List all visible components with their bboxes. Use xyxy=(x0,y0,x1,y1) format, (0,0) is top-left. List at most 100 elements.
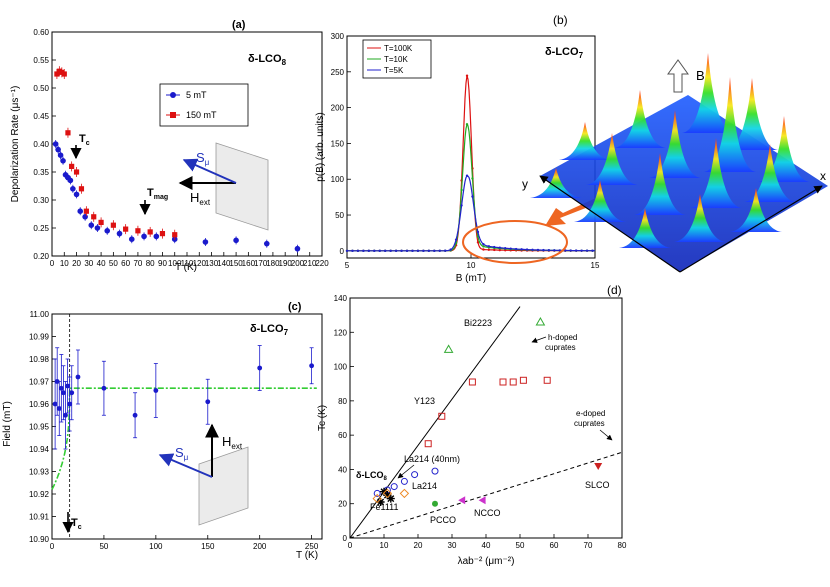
panel-b-label: (b) xyxy=(553,13,568,27)
marker-t-5k xyxy=(591,249,594,252)
marker-t-10k xyxy=(482,245,485,248)
x-tick-label: 10 xyxy=(380,541,389,550)
point-ncco xyxy=(478,496,486,505)
marker-t-5k xyxy=(531,248,534,251)
point-5mt xyxy=(73,191,80,198)
y-tick-label: 0.45 xyxy=(33,112,49,121)
panel-b-ylabel: p(B) (arb. units) xyxy=(315,112,326,181)
panel-d-marks xyxy=(349,306,623,539)
point-5mt xyxy=(141,233,147,240)
marker-t-5k xyxy=(383,249,387,253)
surface-peak xyxy=(726,78,778,150)
legend-marker-5mt xyxy=(170,92,176,98)
y-tick-label: 10.91 xyxy=(29,513,50,522)
data-point xyxy=(56,406,62,411)
point-150mt xyxy=(83,208,89,214)
point-la214 xyxy=(390,483,398,491)
surface-peak xyxy=(530,168,582,198)
marker-t-5k xyxy=(378,249,381,253)
point-150mt xyxy=(135,228,141,234)
data-point xyxy=(61,390,66,396)
point--lco8 xyxy=(380,487,388,496)
point-5mt xyxy=(233,237,239,244)
x-tick-label: 170 xyxy=(254,259,268,268)
x-tick-label: 30 xyxy=(84,259,93,268)
surface-peak xyxy=(586,133,638,185)
x-tick-label: 70 xyxy=(584,541,593,550)
point-la214-40nm- xyxy=(431,467,439,475)
vortex-lattice-surface: y x B xyxy=(522,53,828,273)
data-point xyxy=(67,401,73,407)
data-point xyxy=(65,383,70,389)
marker-t-5k xyxy=(389,249,392,253)
marker-t-100k xyxy=(493,248,496,252)
x-tick-label: 80 xyxy=(146,259,155,268)
y-tick-label: 10.97 xyxy=(29,378,50,387)
y-tick-label: 200 xyxy=(331,104,345,113)
marker-t-5k xyxy=(553,249,556,252)
point-y123 xyxy=(543,376,551,384)
marker-t-5k xyxy=(449,248,452,251)
data-point xyxy=(309,363,315,369)
y-tick-label: 10.94 xyxy=(29,445,50,454)
panel-a-legend: 5 mT 150 mT xyxy=(159,83,249,127)
point-slco xyxy=(594,463,603,470)
point-fe1111 xyxy=(399,488,410,499)
surface-b-arrow xyxy=(667,59,689,93)
point-150mt xyxy=(78,186,85,192)
y-tick-label: 10.99 xyxy=(29,333,50,342)
marker-t-5k xyxy=(362,249,365,253)
annot-fe1111: Fe1111 xyxy=(370,502,399,512)
data-point xyxy=(52,401,58,407)
marker-t-5k xyxy=(482,242,485,246)
point-5mt xyxy=(263,240,270,247)
e-doped-cuprates-line xyxy=(349,451,623,539)
panel-a-smu-arrow xyxy=(182,158,237,184)
annot-y123: Y123 xyxy=(414,396,435,406)
surface-y-axis xyxy=(539,175,681,273)
surface-peak xyxy=(559,122,611,160)
x-tick-label: 210 xyxy=(303,259,317,268)
panel-d-xlabel: λab⁻² (μm⁻²) xyxy=(458,556,515,567)
surface-b-label: B xyxy=(696,68,705,83)
y-tick-label: 150 xyxy=(331,139,345,148)
x-tick-label: 80 xyxy=(618,541,627,550)
marker-t-5k xyxy=(536,248,540,252)
point-150mt xyxy=(110,222,116,228)
data-point xyxy=(257,365,263,371)
x-tick-label: 160 xyxy=(242,259,256,268)
x-tick-label: 50 xyxy=(109,259,118,268)
point-5mt xyxy=(67,177,74,184)
marker-t-5k xyxy=(487,245,491,248)
data-point xyxy=(205,399,211,405)
point-y123 xyxy=(424,440,432,448)
point-5mt xyxy=(55,146,61,153)
annot-e-doped-arrow xyxy=(599,429,613,441)
legend-label-5mt: 5 mT xyxy=(186,90,207,100)
y-tick-label: 0.40 xyxy=(33,140,49,149)
data-point xyxy=(58,385,64,391)
point-y123 xyxy=(499,378,507,386)
point-150mt xyxy=(65,130,71,136)
point--lco8 xyxy=(386,494,395,503)
x-tick-label: 140 xyxy=(217,259,231,268)
point-y123 xyxy=(438,412,446,420)
surface-peak xyxy=(704,77,756,172)
surface-peak xyxy=(730,188,782,232)
marker-t-5k xyxy=(520,248,523,251)
panel-b-title: δ-LCO7 xyxy=(545,46,584,60)
surface-x-axis xyxy=(679,185,823,273)
y-tick-label: 10.96 xyxy=(29,400,50,409)
marker-t-5k xyxy=(569,249,572,252)
y-tick-label: 250 xyxy=(331,68,345,77)
marker-t-5k xyxy=(460,204,463,207)
annot-la214-40nm-arrow xyxy=(397,464,415,479)
point-150mt xyxy=(54,71,60,77)
marker-t-5k xyxy=(444,249,447,252)
y-tick-label: 0 xyxy=(340,247,345,256)
point-150mt xyxy=(73,169,80,175)
x-tick-label: 90 xyxy=(158,259,167,268)
marker-t-5k xyxy=(514,247,518,251)
